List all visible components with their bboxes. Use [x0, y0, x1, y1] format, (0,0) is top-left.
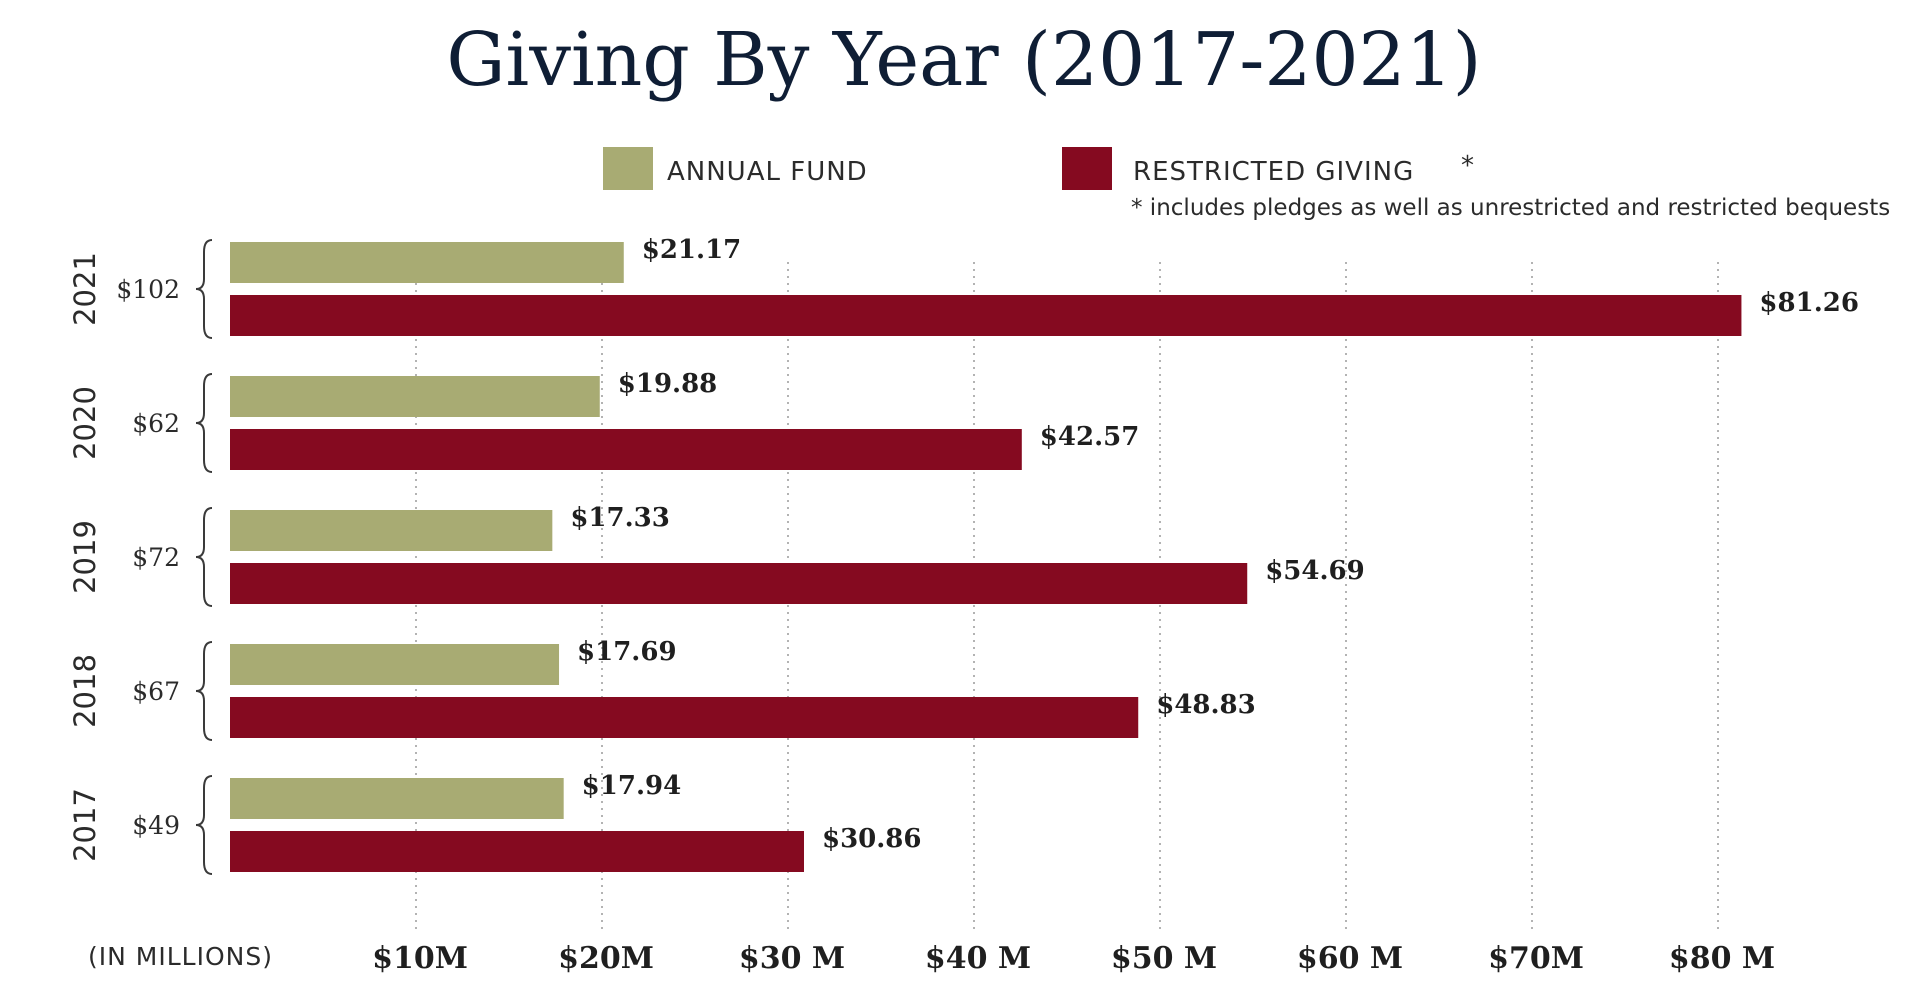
bar-annual-fund — [230, 242, 624, 283]
year-brace — [195, 641, 213, 741]
bar-restricted-giving — [230, 831, 804, 872]
year-total-label: $72 — [132, 543, 180, 572]
bar-restricted-giving — [230, 697, 1139, 738]
year-label: 2020 — [68, 386, 102, 460]
year-label: 2018 — [68, 654, 102, 728]
x-tick-label: $10M — [372, 941, 468, 976]
year-brace — [195, 775, 213, 875]
legend: ANNUAL FUND RESTRICTED GIVING * * includ… — [603, 147, 1890, 221]
year-total-label: $102 — [116, 275, 180, 304]
legend-asterisk: * — [1461, 151, 1475, 181]
year-brace — [195, 373, 213, 473]
bar-value-label: $17.94 — [582, 771, 682, 801]
bar-restricted-giving — [230, 563, 1248, 604]
x-tick-label: $60 M — [1297, 941, 1403, 976]
year-label: 2019 — [68, 520, 102, 594]
year-label: 2021 — [68, 252, 102, 326]
value-labels: $21.17 $81.26 $19.88 $42.57 $17.33 $54.69 $17.… — [570, 235, 1859, 854]
x-tick-label: $30 M — [739, 941, 845, 976]
bar-value-label: $19.88 — [618, 369, 718, 399]
chart-title: Giving By Year (2017-2021) — [446, 17, 1481, 103]
year-total-label: $49 — [132, 811, 180, 840]
bar-annual-fund — [230, 510, 553, 551]
bar-value-label: $21.17 — [642, 235, 742, 265]
x-tick-label: $40 M — [925, 941, 1031, 976]
legend-swatch-annual-fund — [603, 147, 653, 190]
year-total-label: $67 — [132, 677, 180, 706]
bar-value-label: $30.86 — [822, 824, 922, 854]
year-brace — [195, 507, 213, 607]
legend-label-annual-fund: ANNUAL FUND — [667, 157, 868, 187]
bar-restricted-giving — [230, 429, 1022, 470]
bar-value-label: $48.83 — [1156, 690, 1256, 720]
bar-value-label: $17.33 — [570, 503, 670, 533]
footnote: * includes pledges as well as unrestrict… — [1131, 195, 1890, 221]
x-tick-label: $20M — [558, 941, 654, 976]
bar-value-label: $42.57 — [1040, 422, 1140, 452]
bar-value-label: $54.69 — [1265, 556, 1365, 586]
year-total-label: $62 — [132, 409, 180, 438]
bars — [230, 242, 1742, 872]
bar-annual-fund — [230, 778, 564, 819]
bar-value-label: $81.26 — [1759, 288, 1859, 318]
x-axis: (IN MILLIONS) $10M $20M $30 M $40 M $50 M $60… — [88, 941, 1775, 976]
bar-restricted-giving — [230, 295, 1742, 336]
unit-note: (IN MILLIONS) — [88, 942, 273, 971]
x-tick-label: $50 M — [1111, 941, 1217, 976]
legend-label-restricted-giving: RESTRICTED GIVING — [1133, 157, 1414, 187]
x-tick-label: $80 M — [1669, 941, 1775, 976]
year-groups: 2021 $102 2020 $62 2019 $72 2018 $67 2017 $49 — [68, 239, 213, 875]
bar-annual-fund — [230, 376, 600, 417]
x-tick-label: $70M — [1488, 941, 1584, 976]
bar-value-label: $17.69 — [577, 637, 677, 667]
bar-annual-fund — [230, 644, 560, 685]
year-label: 2017 — [68, 788, 102, 862]
year-brace — [195, 239, 213, 339]
legend-swatch-restricted-giving — [1062, 147, 1112, 190]
